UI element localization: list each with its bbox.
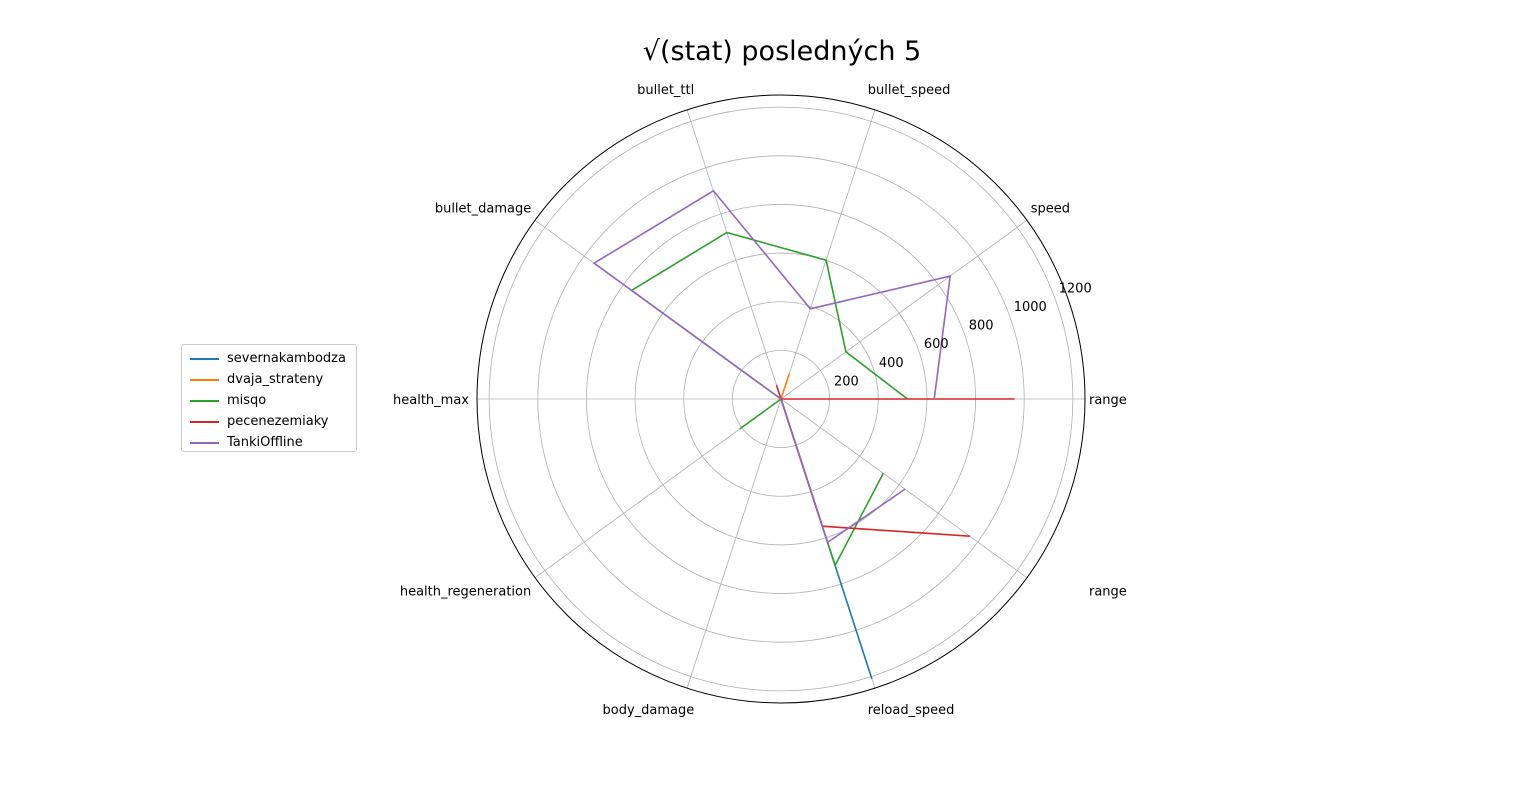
spoke-bullet_speed	[780, 109, 876, 400]
r-tick-label: 800	[969, 319, 994, 334]
series-line-TankiOffline	[592, 189, 952, 544]
spoke-range	[780, 398, 1028, 579]
r-tick-label: 200	[834, 374, 859, 389]
radar-series	[592, 189, 1015, 680]
legend-item: pecenezemiaky	[190, 411, 356, 432]
legend-swatch	[190, 420, 219, 423]
axis-label-range: range	[1089, 585, 1127, 600]
radar-labels: 200 400 600 800 1000 1200 range speed bullet_spe…	[393, 83, 1127, 718]
spoke-speed	[780, 219, 1028, 400]
legend-item: misqo	[190, 390, 356, 411]
axis-label-reload_speed: reload_speed	[868, 703, 955, 718]
axis-label-health_regeneration: health_regeneration	[400, 585, 531, 600]
legend-swatch	[190, 399, 219, 402]
legend-item: dvaja_strateny	[190, 369, 356, 390]
axis-label-health_max: health_max	[393, 393, 469, 408]
legend-swatch	[190, 378, 219, 381]
spoke-body_damage	[686, 398, 782, 689]
chart-title: √(stat) posledných 5	[642, 36, 922, 67]
axis-label-body_damage: body_damage	[603, 703, 695, 718]
legend-swatch	[190, 357, 219, 360]
legend-label: pecenezemiaky	[227, 414, 329, 429]
legend-item: severnakambodza	[190, 348, 356, 369]
legend-label: severnakambodza	[227, 351, 346, 366]
legend-label: misqo	[227, 393, 267, 408]
r-tick-label: 1200	[1059, 281, 1092, 296]
r-tick-label: 1000	[1014, 300, 1047, 315]
axis-label-range: range	[1089, 393, 1127, 408]
axis-label-bullet_ttl: bullet_ttl	[637, 83, 694, 98]
spoke-bullet_ttl	[686, 109, 782, 400]
legend-item: TankiOffline	[190, 432, 356, 453]
outer-frame	[476, 94, 1086, 704]
r-tick-label: 400	[879, 356, 904, 371]
series-line-pecenezemiaky	[775, 384, 1015, 537]
axis-label-speed: speed	[1031, 201, 1070, 216]
legend-swatch	[190, 441, 219, 444]
legend-label: TankiOffline	[227, 435, 303, 450]
r-tick-label: 600	[924, 337, 949, 352]
legend-label: dvaja_strateny	[227, 372, 324, 387]
series-line-dvaja_strateny	[780, 373, 791, 400]
axis-label-bullet_damage: bullet_damage	[435, 201, 531, 216]
axis-label-bullet_speed: bullet_speed	[868, 83, 951, 98]
